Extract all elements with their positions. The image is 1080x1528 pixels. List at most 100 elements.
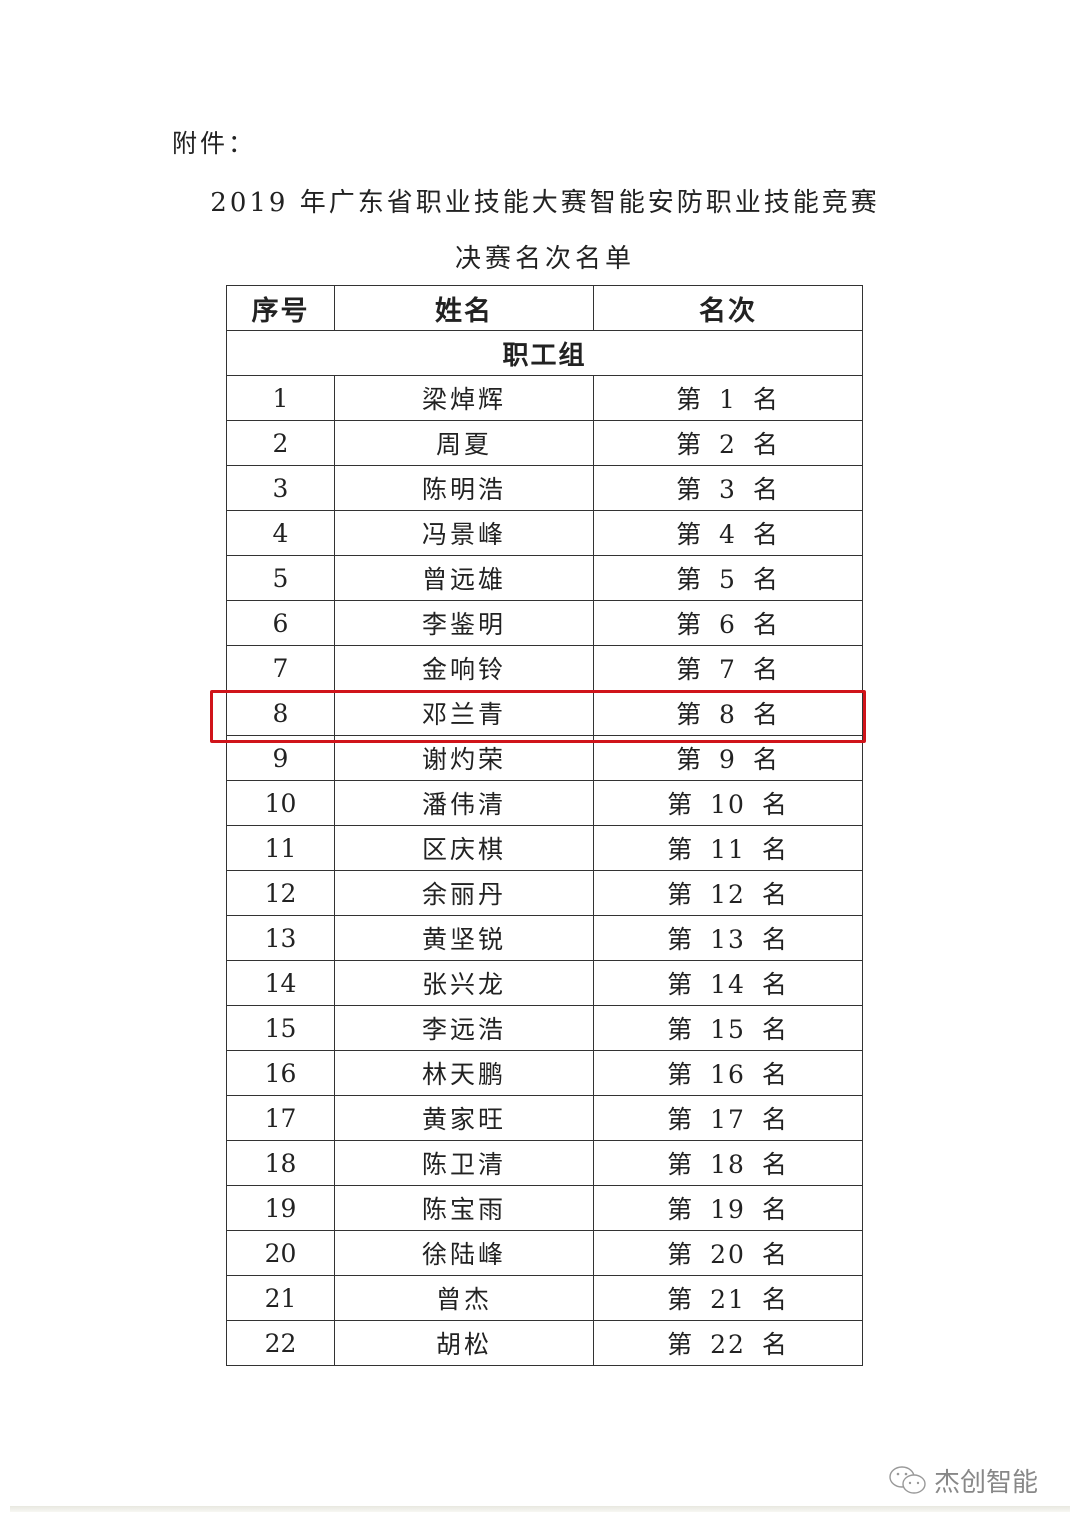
table-row: 16 林天鹏第 16 名 [226,1050,863,1096]
table-row: 20 徐陆峰第 20 名 [226,1230,863,1276]
row-name: 梁焯辉 [334,375,594,421]
header-rank: 名次 [593,285,863,331]
row-number: 11 [226,825,335,871]
row-number: 21 [226,1275,335,1321]
row-number: 7 [226,645,335,691]
table-row: 11 区庆棋第 11 名 [226,825,863,871]
row-name: 李鉴明 [334,600,594,646]
table-row: 22 胡松第 22 名 [226,1320,863,1366]
table-row: 21 曾杰第 21 名 [226,1275,863,1321]
row-rank: 第 19 名 [593,1185,863,1231]
attachment-label: 附件： [172,129,257,158]
table-row: 2 周夏第 2 名 [226,420,863,466]
row-name: 周夏 [334,420,594,466]
header-no: 序号 [226,285,335,331]
row-rank: 第 14 名 [593,960,863,1006]
table-row: 6 李鉴明第 6 名 [226,600,863,646]
table-row: 15 李远浩第 15 名 [226,1005,863,1051]
group-row: 职工组 [226,330,863,376]
row-number: 2 [226,420,335,466]
row-name: 余丽丹 [334,870,594,916]
row-number: 18 [226,1140,335,1186]
row-rank: 第 20 名 [593,1230,863,1276]
table-row: 5 曾远雄第 5 名 [226,555,863,601]
table-row: 10 潘伟清第 10 名 [226,780,863,826]
header-name: 姓名 [334,285,594,331]
row-name: 李远浩 [334,1005,594,1051]
row-name: 冯景峰 [334,510,594,556]
row-number: 20 [226,1230,335,1276]
row-name: 黄家旺 [334,1095,594,1141]
table-header-row: 序号 姓名 名次 [226,285,863,331]
row-rank: 第 13 名 [593,915,863,961]
row-rank: 第 18 名 [593,1140,863,1186]
row-number: 4 [226,510,335,556]
row-rank: 第 12 名 [593,870,863,916]
row-name: 林天鹏 [334,1050,594,1096]
row-name: 陈宝雨 [334,1185,594,1231]
row-name: 谢灼荣 [334,735,594,781]
table-row: 7 金响铃第 7 名 [226,645,863,691]
row-rank: 第 8 名 [593,690,863,736]
row-number: 12 [226,870,335,916]
row-name: 邓兰青 [334,690,594,736]
table-row: 4 冯景峰第 4 名 [226,510,863,556]
row-name: 区庆棋 [334,825,594,871]
row-number: 19 [226,1185,335,1231]
row-name: 胡松 [334,1320,594,1366]
table-row: 19 陈宝雨第 19 名 [226,1185,863,1231]
row-name: 金响铃 [334,645,594,691]
table-row: 13 黄坚锐第 13 名 [226,915,863,961]
table-row: 14 张兴龙第 14 名 [226,960,863,1006]
page-edge [10,1506,1070,1512]
row-number: 1 [226,375,335,421]
watermark-text: 杰创智能 [934,1468,1039,1498]
row-number: 15 [226,1005,335,1051]
row-number: 16 [226,1050,335,1096]
row-rank: 第 22 名 [593,1320,863,1366]
document-subtitle: 决赛名次名单 [454,244,635,274]
row-number: 8 [226,690,335,736]
row-number: 6 [226,600,335,646]
row-rank: 第 1 名 [593,375,863,421]
document-title: 2019 年广东省职业技能大赛智能安防职业技能竞赛 [210,188,880,218]
row-number: 10 [226,780,335,826]
row-rank: 第 10 名 [593,780,863,826]
row-name: 陈卫清 [334,1140,594,1186]
row-rank: 第 16 名 [593,1050,863,1096]
row-number: 17 [226,1095,335,1141]
row-number: 3 [226,465,335,511]
row-name: 陈明浩 [334,465,594,511]
row-rank: 第 17 名 [593,1095,863,1141]
table-row: 1 梁焯辉第 1 名 [226,375,863,421]
table-row: 9 谢灼荣第 9 名 [226,735,863,781]
row-name: 曾远雄 [334,555,594,601]
table-row: 18 陈卫清第 18 名 [226,1140,863,1186]
row-name: 徐陆峰 [334,1230,594,1276]
row-number: 9 [226,735,335,781]
row-rank: 第 21 名 [593,1275,863,1321]
row-name: 曾杰 [334,1275,594,1321]
row-rank: 第 6 名 [593,600,863,646]
table-row: 12 余丽丹第 12 名 [226,870,863,916]
row-rank: 第 7 名 [593,645,863,691]
row-name: 张兴龙 [334,960,594,1006]
row-rank: 第 5 名 [593,555,863,601]
wechat-icon [889,1465,926,1494]
row-number: 14 [226,960,335,1006]
row-rank: 第 15 名 [593,1005,863,1051]
row-number: 13 [226,915,335,961]
row-name: 黄坚锐 [334,915,594,961]
row-rank: 第 9 名 [593,735,863,781]
row-number: 5 [226,555,335,601]
row-rank: 第 11 名 [593,825,863,871]
watermark: 杰创智能 [888,1462,1038,1499]
table-row: 8 邓兰青第 8 名 [226,690,863,736]
row-rank: 第 2 名 [593,420,863,466]
row-name: 潘伟清 [334,780,594,826]
table-row: 17 黄家旺第 17 名 [226,1095,863,1141]
table-row: 3 陈明浩第 3 名 [226,465,863,511]
row-rank: 第 3 名 [593,465,863,511]
row-rank: 第 4 名 [593,510,863,556]
